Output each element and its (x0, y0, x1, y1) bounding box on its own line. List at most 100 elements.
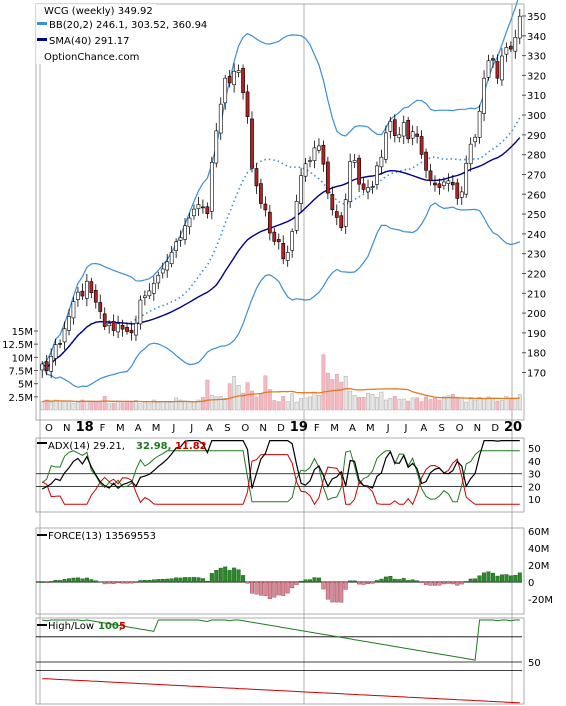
candlesticks (40, 8, 522, 379)
force-bar (450, 581, 455, 585)
force-bar (174, 577, 179, 583)
volume-bar (272, 400, 277, 411)
force-bar (218, 567, 223, 583)
hl-label: High/Low (48, 621, 94, 632)
volume-bar (441, 396, 446, 411)
price-tick-label: 340 (527, 32, 546, 43)
candle-body (419, 136, 424, 155)
force-bar (343, 581, 348, 590)
panel-frame (35, 437, 525, 513)
volume-bar (348, 390, 353, 411)
volume-bar (415, 397, 420, 411)
force-bar (205, 580, 210, 583)
legend-bb: BB(20,2) 246.1, 303.52, 360.94 (49, 20, 207, 31)
x-tick-label: A (206, 423, 213, 434)
volume-bar (89, 401, 94, 411)
candle-body (120, 325, 125, 330)
force-bar (200, 578, 205, 583)
candle-body (276, 239, 281, 243)
candle-body (482, 77, 486, 114)
force-bar (147, 580, 152, 583)
force-bar (468, 578, 473, 583)
force-bar (432, 581, 437, 586)
volume-bar (245, 382, 250, 411)
candle-body (160, 268, 165, 274)
volume-bar (71, 402, 76, 411)
candle-body (500, 55, 504, 81)
volume-bar (142, 401, 147, 411)
force-bar (348, 580, 353, 583)
volume-bar (223, 398, 228, 411)
volume-bar (84, 401, 89, 411)
force-bar (227, 570, 232, 583)
volume-bar (258, 393, 263, 411)
force-bar (241, 575, 246, 583)
candle-body (254, 168, 259, 187)
x-tick-label: O (45, 423, 53, 434)
candle-body (232, 70, 237, 86)
force-bar (321, 581, 326, 590)
volume-bar (151, 399, 156, 411)
bb-upper-line (41, 0, 519, 365)
force-bar (499, 574, 504, 583)
force-bar (71, 577, 76, 583)
volume-bar (383, 399, 388, 411)
panel-frame (35, 617, 525, 705)
candle-body (504, 47, 509, 55)
volume-bar (352, 395, 357, 411)
volume-bar (44, 399, 49, 411)
force-bar (272, 581, 277, 598)
price-legend: WCG (weekly) 349.92 BB(20,2) 246.1, 303.… (36, 4, 207, 64)
candle-body (303, 163, 308, 177)
candle-body (201, 206, 205, 209)
force-bar (67, 578, 71, 583)
volume-bar (236, 384, 241, 411)
candle-body (71, 301, 76, 319)
candle-body (245, 91, 250, 117)
force-bar (415, 580, 420, 583)
volume-bar (116, 401, 121, 411)
candle-body (415, 133, 419, 137)
hl-high-value: 100, (98, 621, 123, 632)
x-tick-label: J (189, 423, 193, 434)
volume-bar (250, 390, 254, 411)
force-bar (75, 577, 80, 583)
time-axis: O N 18 F M A M J J A S O N D 19 F M A M J J A S O N D 20 (45, 420, 522, 435)
candle-body (477, 110, 482, 138)
adx-tick-label: 50 (528, 444, 541, 455)
force-bar (250, 581, 254, 594)
candle-body (49, 355, 54, 372)
force-bar (486, 571, 491, 583)
price-tick-label: 280 (527, 151, 546, 162)
candle-body (178, 237, 183, 241)
volume-bar (205, 379, 210, 411)
volume-bar (254, 396, 259, 411)
force-bar (209, 573, 214, 583)
candle-body (517, 15, 522, 39)
volume-bar (285, 401, 290, 411)
volume-bar (468, 397, 473, 411)
candle-body (236, 70, 241, 73)
volume-bar (40, 401, 45, 411)
x-tick-label: F (100, 423, 106, 434)
force-bar (232, 567, 237, 583)
price-tick-label: 220 (527, 269, 546, 280)
candle-body (410, 131, 415, 139)
adx-line (41, 440, 520, 490)
volume-bar (401, 398, 406, 411)
force-bar (89, 579, 94, 583)
price-tick-label: 230 (527, 250, 546, 261)
force-bar (44, 581, 49, 583)
candle-body (263, 203, 268, 211)
force-bar (160, 579, 165, 583)
hl-legend: High/Low 100, 5 (37, 621, 126, 632)
force-bar (53, 580, 58, 583)
candle-body (227, 76, 232, 84)
candle-body (174, 241, 178, 251)
volume-axis: 15M 12.5M 10M 7.5M 5M 2.5M (2, 327, 38, 404)
high-low-panel: 50 (36, 619, 541, 704)
volume-bar (366, 392, 370, 411)
candle-body (343, 199, 348, 227)
x-tick-label: F (314, 423, 320, 434)
volume-bar (419, 401, 424, 411)
